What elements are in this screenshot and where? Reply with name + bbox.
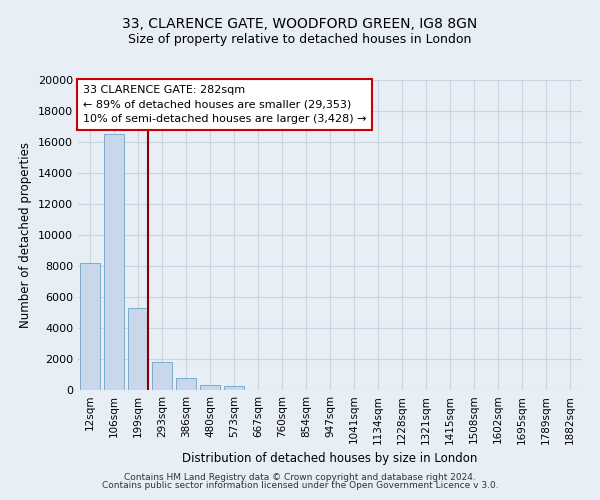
- Text: Size of property relative to detached houses in London: Size of property relative to detached ho…: [128, 32, 472, 46]
- Y-axis label: Number of detached properties: Number of detached properties: [19, 142, 32, 328]
- X-axis label: Distribution of detached houses by size in London: Distribution of detached houses by size …: [182, 452, 478, 465]
- Bar: [224, 386, 244, 390]
- Text: Contains public sector information licensed under the Open Government Licence v : Contains public sector information licen…: [101, 481, 499, 490]
- Bar: [152, 362, 172, 390]
- Bar: [200, 386, 220, 390]
- Bar: [128, 308, 148, 390]
- Bar: [104, 134, 124, 390]
- Text: 33 CLARENCE GATE: 282sqm
← 89% of detached houses are smaller (29,353)
10% of se: 33 CLARENCE GATE: 282sqm ← 89% of detach…: [83, 84, 367, 124]
- Bar: [176, 378, 196, 390]
- Text: 33, CLARENCE GATE, WOODFORD GREEN, IG8 8GN: 33, CLARENCE GATE, WOODFORD GREEN, IG8 8…: [122, 18, 478, 32]
- Text: Contains HM Land Registry data © Crown copyright and database right 2024.: Contains HM Land Registry data © Crown c…: [124, 472, 476, 482]
- Bar: [80, 263, 100, 390]
